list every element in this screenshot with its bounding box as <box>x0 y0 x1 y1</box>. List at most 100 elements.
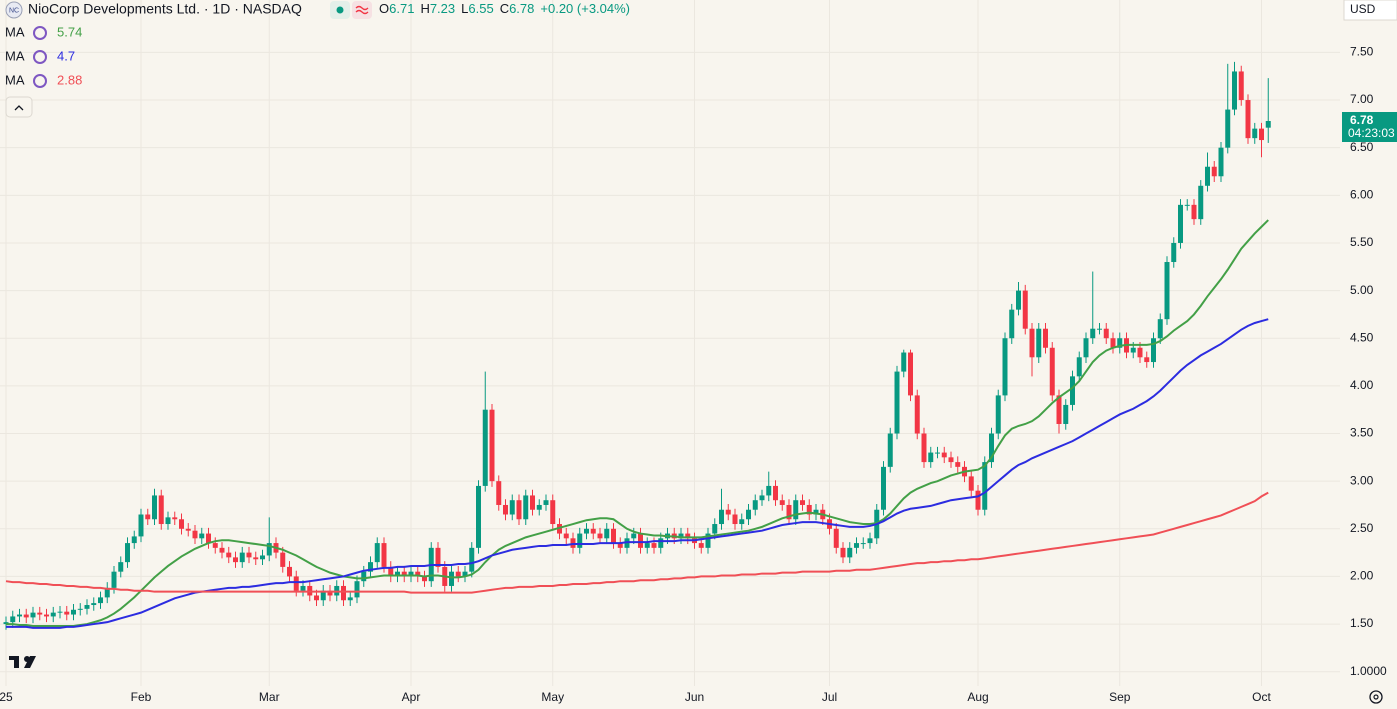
settings-icon[interactable] <box>1369 690 1383 704</box>
candle-body <box>23 614 29 618</box>
candle-body <box>1151 338 1156 363</box>
candle-body <box>509 500 515 515</box>
legend-name[interactable]: MA <box>5 72 25 87</box>
candle-body <box>354 581 360 598</box>
candle-body <box>914 395 920 434</box>
ohlc-value: 7.23 <box>430 1 455 16</box>
candle-body <box>597 533 603 539</box>
candle-body <box>1029 328 1035 358</box>
candle-body <box>341 585 346 601</box>
currency[interactable]: USD <box>1350 2 1376 16</box>
candle-body <box>793 500 799 520</box>
x-tick-label: 25 <box>0 690 13 704</box>
candle-body <box>287 566 292 577</box>
candle-body <box>125 543 130 563</box>
candle-body <box>1205 166 1210 186</box>
candle-body <box>408 571 414 577</box>
candle-body <box>773 485 778 501</box>
axis: 1.0000 1.50 2.00 2.50 3.00 3.50 4.00 4.50 5.00 5.… <box>0 45 1397 704</box>
y-tick-label: 6.00 <box>1350 187 1374 201</box>
candle-body <box>462 571 468 577</box>
settings-icon-center <box>1373 694 1379 700</box>
candle-body <box>165 517 171 525</box>
legend-name[interactable]: MA <box>5 24 25 39</box>
candle-body <box>982 462 988 510</box>
candle-body <box>1238 71 1244 101</box>
candle-body <box>1076 357 1082 377</box>
candle-body <box>1259 128 1264 141</box>
legend-icon[interactable] <box>33 50 47 64</box>
candle-body <box>320 590 326 601</box>
x-tick-label: Jul <box>822 690 837 704</box>
candle-body <box>1137 347 1143 358</box>
delay-icon <box>355 5 369 15</box>
candle-body <box>300 585 306 591</box>
candle-body <box>1043 328 1048 348</box>
candle-body <box>543 500 549 505</box>
candle-body <box>935 452 940 454</box>
currency-box[interactable] <box>1343 0 1397 21</box>
ma-line <box>6 219 1269 627</box>
x-tick-label: Sep <box>1109 690 1131 704</box>
candle-body <box>921 433 927 463</box>
legend-value: 4.7 <box>57 48 75 63</box>
legend-name[interactable]: MA <box>5 48 25 63</box>
x-tick-label: Apr <box>402 690 421 704</box>
candle-body <box>374 543 380 563</box>
candle-body <box>1056 395 1062 424</box>
candle-body <box>37 612 43 615</box>
collapse-icon <box>14 105 24 111</box>
candle-body <box>91 603 97 606</box>
candle-body <box>685 533 691 539</box>
chart-title[interactable]: NioCorp Developments Ltd. · 1D · NASDAQ <box>28 1 302 17</box>
candle-body <box>246 552 252 558</box>
legend-icon[interactable] <box>33 74 47 88</box>
ohlc-legend: O6.71 H7.23 L6.55 C6.78 +0.20 (+3.04%) <box>379 1 630 16</box>
candle-body <box>1225 109 1231 148</box>
candle-body <box>530 495 535 510</box>
collapse-button[interactable] <box>5 96 33 118</box>
y-tick-label: 3.00 <box>1350 473 1374 487</box>
x-tick-label: May <box>541 690 564 704</box>
candle-body <box>590 528 596 534</box>
candle-body <box>847 547 853 558</box>
ma-lines <box>5 219 1269 629</box>
ohlc-value: 6.55 <box>468 1 493 16</box>
candle-body <box>1117 338 1123 348</box>
candle-body <box>77 608 83 610</box>
candle-body <box>266 543 272 556</box>
y-tick-label: 7.00 <box>1350 92 1374 106</box>
candle-body <box>361 571 367 582</box>
candle-body <box>1252 128 1258 139</box>
candle-body <box>131 536 137 544</box>
ohlc-value: 6.78 <box>509 1 534 16</box>
candle-body <box>577 533 583 548</box>
candle-body <box>536 504 542 510</box>
candle-body <box>199 533 205 539</box>
candle-body <box>1090 328 1096 339</box>
candle-body <box>1157 319 1163 339</box>
legend-icon[interactable] <box>33 26 47 40</box>
candle-body <box>989 433 994 463</box>
data-delay[interactable] <box>352 1 372 19</box>
candle-body <box>1130 347 1136 353</box>
candle-body <box>44 614 49 617</box>
candle-body <box>1265 121 1271 128</box>
candle-body <box>388 566 394 577</box>
candle-body <box>455 571 461 577</box>
candle-body <box>948 457 954 463</box>
candle-body <box>678 533 684 539</box>
candle-body <box>368 562 373 572</box>
x-tick-label: Feb <box>131 690 152 704</box>
candle-body <box>779 500 785 505</box>
candle-body <box>64 611 70 615</box>
candle-body <box>145 514 151 520</box>
candle-body <box>746 509 751 520</box>
tv-logo-dot <box>24 656 30 662</box>
candle-body <box>1178 204 1183 243</box>
y-tick-label: 4.50 <box>1350 330 1374 344</box>
candle-body <box>854 543 859 548</box>
candle-body <box>1144 357 1150 363</box>
candle-body <box>725 509 731 515</box>
ohlc-label: L <box>461 1 468 16</box>
